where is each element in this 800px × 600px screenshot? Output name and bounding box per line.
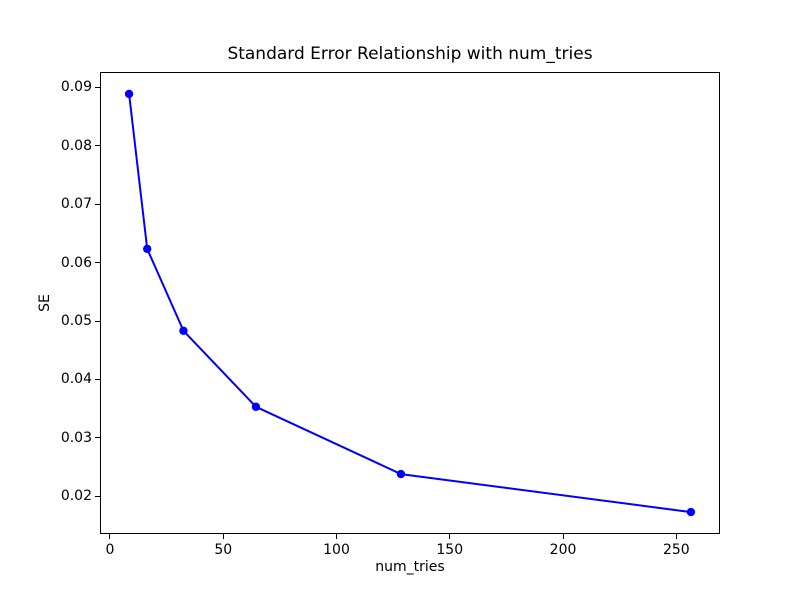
y-tick-mark [95, 378, 100, 380]
x-tick-label: 250 [662, 542, 690, 558]
x-tick-label: 50 [214, 542, 233, 558]
y-tick-mark [95, 203, 100, 205]
plot-area [100, 72, 720, 534]
y-tick-label: 0.07 [60, 196, 92, 213]
x-tick-label: 100 [323, 542, 350, 558]
x-tick-mark [562, 534, 564, 539]
y-tick-label: 0.09 [60, 79, 92, 96]
data-point [686, 507, 696, 517]
data-point [143, 244, 152, 254]
x-tick-mark [675, 534, 677, 539]
y-tick-mark [95, 262, 100, 264]
data-point [124, 89, 134, 99]
data-point [251, 402, 261, 412]
y-axis-label: SE [37, 294, 53, 312]
data-point [396, 469, 406, 479]
x-tick-label: 0 [105, 542, 115, 558]
y-tick-mark [95, 145, 100, 147]
chart-line [128, 93, 692, 514]
x-tick-label: 200 [549, 542, 577, 558]
line-series-svg [124, 89, 696, 517]
y-tick-mark [95, 320, 100, 322]
x-tick-mark [109, 534, 111, 539]
x-tick-mark [449, 534, 451, 539]
x-axis-label: num_tries [375, 559, 445, 575]
y-tick-label: 0.02 [60, 488, 92, 505]
y-tick-label: 0.04 [60, 371, 92, 388]
y-tick-label: 0.03 [60, 429, 92, 446]
y-tick-label: 0.06 [60, 254, 92, 271]
y-tick-label: 0.05 [60, 313, 92, 329]
data-point [179, 326, 188, 335]
chart-title: Standard Error Relationship with num_tri… [227, 44, 593, 64]
x-tick-label: 150 [436, 542, 464, 558]
y-tick-mark [95, 437, 100, 439]
y-tick-mark [95, 86, 100, 88]
y-tick-mark [95, 495, 100, 497]
y-tick-label: 0.08 [60, 137, 92, 154]
x-tick-mark [336, 534, 337, 539]
x-tick-mark [222, 534, 224, 539]
